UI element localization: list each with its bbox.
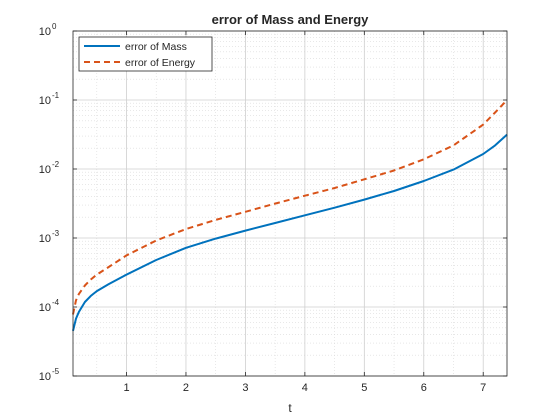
series-line-energy xyxy=(72,99,508,315)
y-tick-exponent: -3 xyxy=(52,229,60,238)
series-layer xyxy=(72,99,508,332)
axes-box xyxy=(72,30,508,377)
chart-title: error of Mass and Energy xyxy=(212,12,370,27)
legend-label-mass: error of Mass xyxy=(125,41,187,53)
legend: error of Mass error of Energy xyxy=(78,36,213,72)
y-tick-exponent: -1 xyxy=(52,91,60,100)
plot-area xyxy=(73,31,507,376)
y-tick-label: 10 xyxy=(39,233,51,245)
x-axis-label: t xyxy=(288,401,292,415)
legend-box xyxy=(78,36,213,72)
y-tick-label: 10 xyxy=(39,95,51,107)
x-tick-label: 5 xyxy=(361,382,367,394)
y-tick-exponent: -2 xyxy=(52,160,60,169)
x-tick-label: 4 xyxy=(302,382,308,394)
y-tick-exponent: 0 xyxy=(52,22,57,31)
y-tick-label: 10 xyxy=(39,302,51,314)
x-tick-label: 1 xyxy=(123,382,129,394)
x-tick-label: 2 xyxy=(183,382,189,394)
y-tick-label: 10 xyxy=(39,164,51,176)
legend-label-energy: error of Energy xyxy=(125,57,196,69)
y-tick-exponent: -4 xyxy=(52,298,60,307)
y-tick-label: 10 xyxy=(39,26,51,38)
series-line-mass xyxy=(72,133,508,332)
x-tick-label: 7 xyxy=(480,382,486,394)
x-tick-label: 6 xyxy=(421,382,427,394)
y-tick-exponent: -5 xyxy=(52,367,60,376)
x-tick-label: 3 xyxy=(242,382,248,394)
y-tick-label: 10 xyxy=(39,371,51,383)
